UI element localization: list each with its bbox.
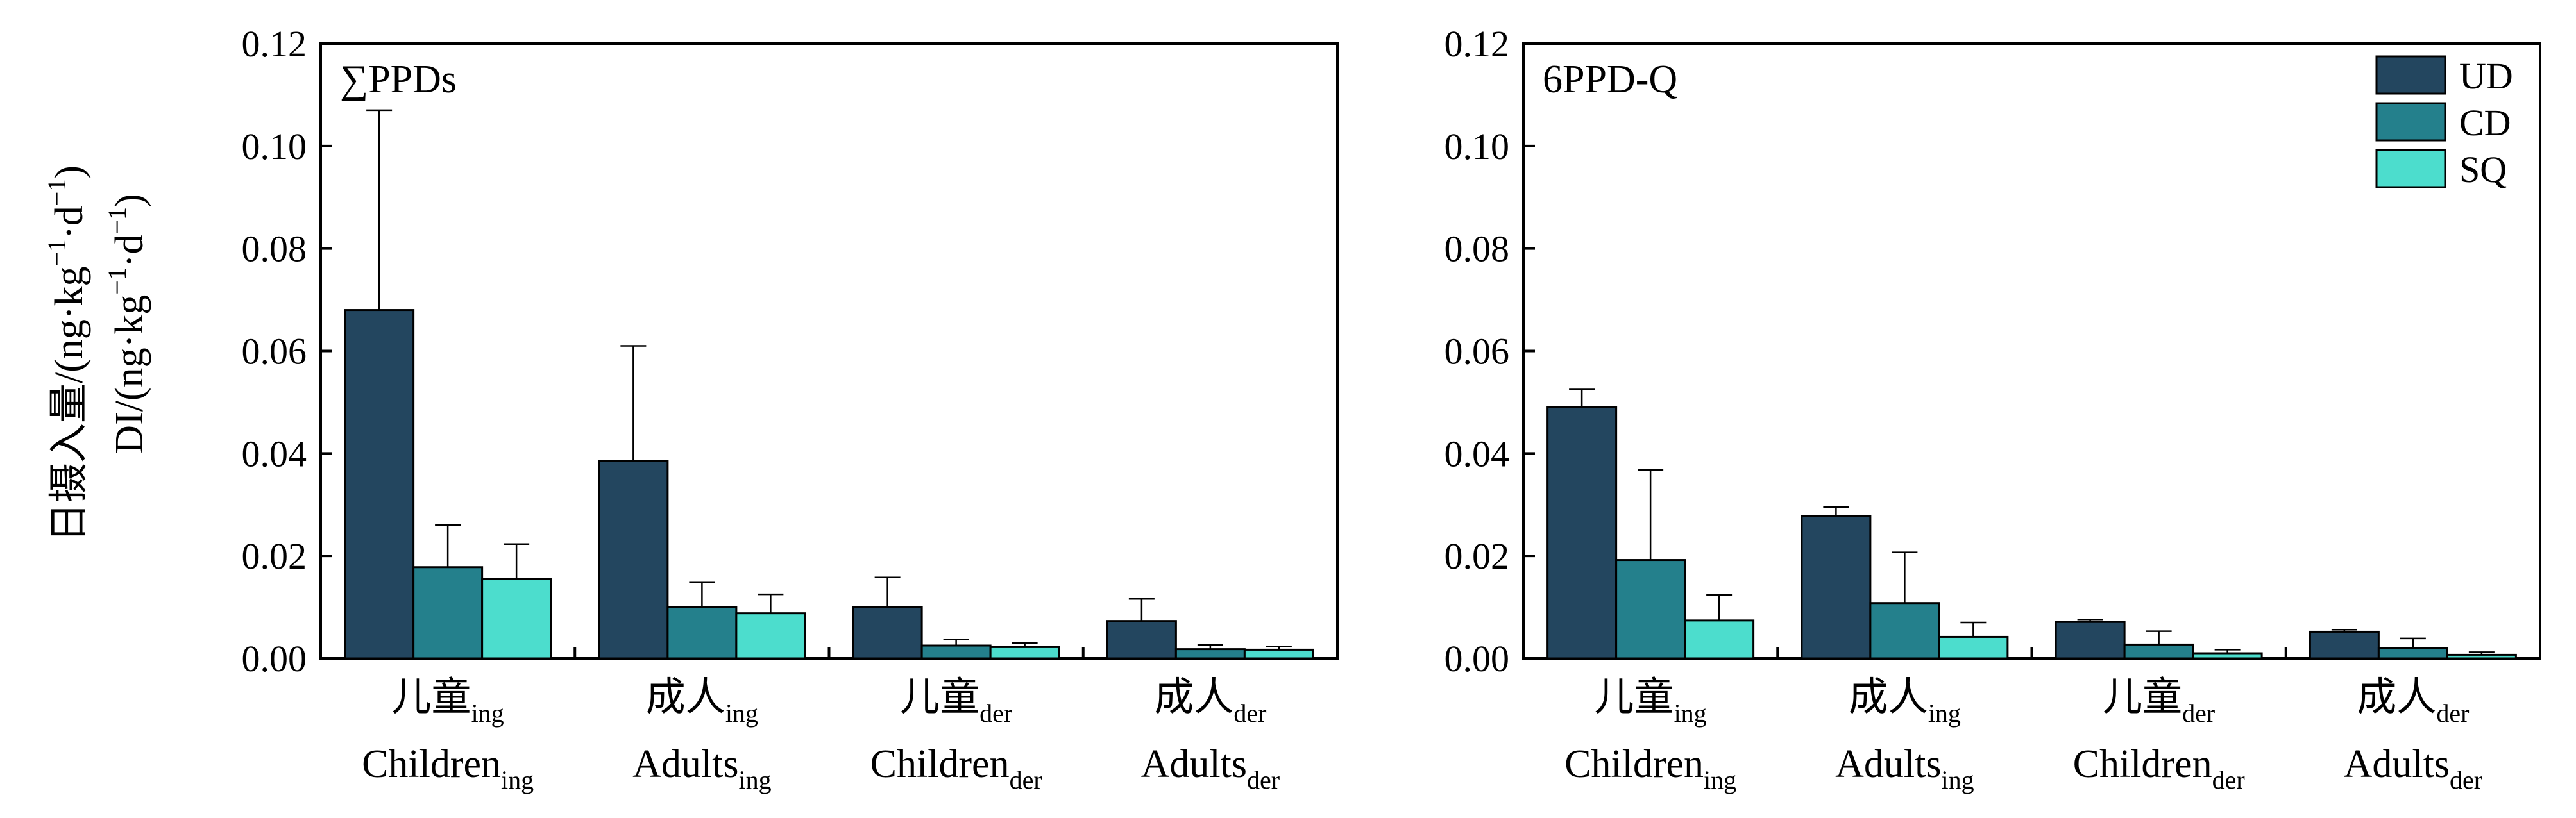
- y-tick-label: 0.00: [1445, 638, 1510, 680]
- category-label-en: Adultsing: [632, 742, 771, 794]
- y-tick-label: 0.06: [242, 331, 307, 372]
- bar-cd: [666, 606, 738, 660]
- panel-title: ∑PPDs: [340, 58, 457, 101]
- panel-title: 6PPD-Q: [1543, 58, 1677, 101]
- category-label-zh: 儿童der: [2103, 676, 2215, 728]
- category-label-zh: 成人ing: [1849, 676, 1961, 728]
- bar-cd: [1174, 648, 1246, 660]
- bar-sq: [1684, 619, 1755, 660]
- bar-sq: [989, 646, 1060, 660]
- bar-sq: [1243, 648, 1314, 660]
- y-tick-label: 0.04: [242, 433, 307, 474]
- plot-frame: [319, 42, 1339, 660]
- bar-sq: [2192, 652, 2263, 660]
- category-label-zh: 成人ing: [646, 676, 758, 728]
- bar-ud: [1106, 620, 1177, 660]
- y-tick-label: 0.02: [1445, 535, 1510, 577]
- y-tick-label: 0.04: [1445, 433, 1510, 474]
- legend-label-ud: UD: [2459, 55, 2513, 97]
- bar-sq: [1938, 635, 2009, 660]
- category-label-zh: 儿童ing: [1595, 676, 1707, 728]
- legend-label-sq: SQ: [2459, 149, 2507, 190]
- bar-ud: [598, 460, 669, 660]
- panel-ppds: 0.00 0.02 0.04 0.06 0.08 0.10 0.12 儿童ing Childre…: [242, 23, 1339, 794]
- y-tick-label: 0.02: [242, 535, 307, 577]
- bar-cd: [412, 566, 484, 660]
- panel-6ppd-q: 0.00 0.02 0.04 0.06 0.08 0.10 0.12 儿童ing Childre…: [1445, 23, 2541, 794]
- bar-sq: [2446, 653, 2517, 660]
- y-tick-label: 0.08: [242, 228, 307, 270]
- category-label-zh: 儿童der: [900, 676, 1012, 728]
- bar-ud: [1801, 515, 1872, 660]
- bar-cd: [920, 644, 992, 660]
- y-tick-label: 0.12: [1445, 23, 1510, 65]
- bar-ud: [344, 309, 415, 660]
- category-label-en: Adultsing: [1835, 742, 1974, 794]
- bar-cd: [2123, 643, 2194, 660]
- category-label-en: Childrender: [870, 742, 1042, 794]
- legend-swatch-sq: [2375, 149, 2446, 188]
- bar-ud: [852, 606, 923, 660]
- category-label-en: Adultsder: [1141, 742, 1280, 794]
- y-tick-label: 0.12: [242, 23, 307, 65]
- category-label-zh: 成人der: [2357, 676, 2469, 728]
- y-axis-title: 日摄入量/(ng·kg−1·d−1) DI/(ng·kg−1·d−1): [42, 165, 151, 542]
- legend-swatch-ud: [2375, 55, 2446, 95]
- y-axis-title-line1: 日摄入量/(ng·kg−1·d−1): [42, 165, 91, 542]
- bar-cd: [1869, 602, 1940, 660]
- y-tick-label: 0.10: [1445, 126, 1510, 167]
- category-label-en: Adultsder: [2344, 742, 2482, 794]
- y-axis-title-line2: DI/(ng·kg−1·d−1): [103, 194, 151, 453]
- bar-sq: [481, 578, 552, 660]
- y-tick-label: 0.06: [1445, 331, 1510, 372]
- category-label-en: Childrening: [1564, 742, 1736, 794]
- category-label-en: Childrening: [362, 742, 534, 794]
- y-tick-label: 0.08: [1445, 228, 1510, 270]
- category-label-en: Childrender: [2073, 742, 2245, 794]
- legend: UD CD SQ: [2375, 55, 2513, 190]
- legend-label-cd: CD: [2459, 102, 2511, 144]
- legend-swatch-cd: [2375, 102, 2446, 142]
- bar-ud: [1546, 406, 1618, 660]
- bar-cd: [2377, 647, 2448, 660]
- bar-cd: [1615, 559, 1686, 660]
- category-label-zh: 成人der: [1154, 676, 1266, 728]
- bar-ud: [2055, 621, 2126, 660]
- bar-ud: [2309, 630, 2380, 660]
- y-tick-label: 0.00: [242, 638, 307, 680]
- category-label-zh: 儿童ing: [392, 676, 504, 728]
- y-tick-label: 0.10: [242, 126, 307, 167]
- bar-sq: [735, 612, 806, 660]
